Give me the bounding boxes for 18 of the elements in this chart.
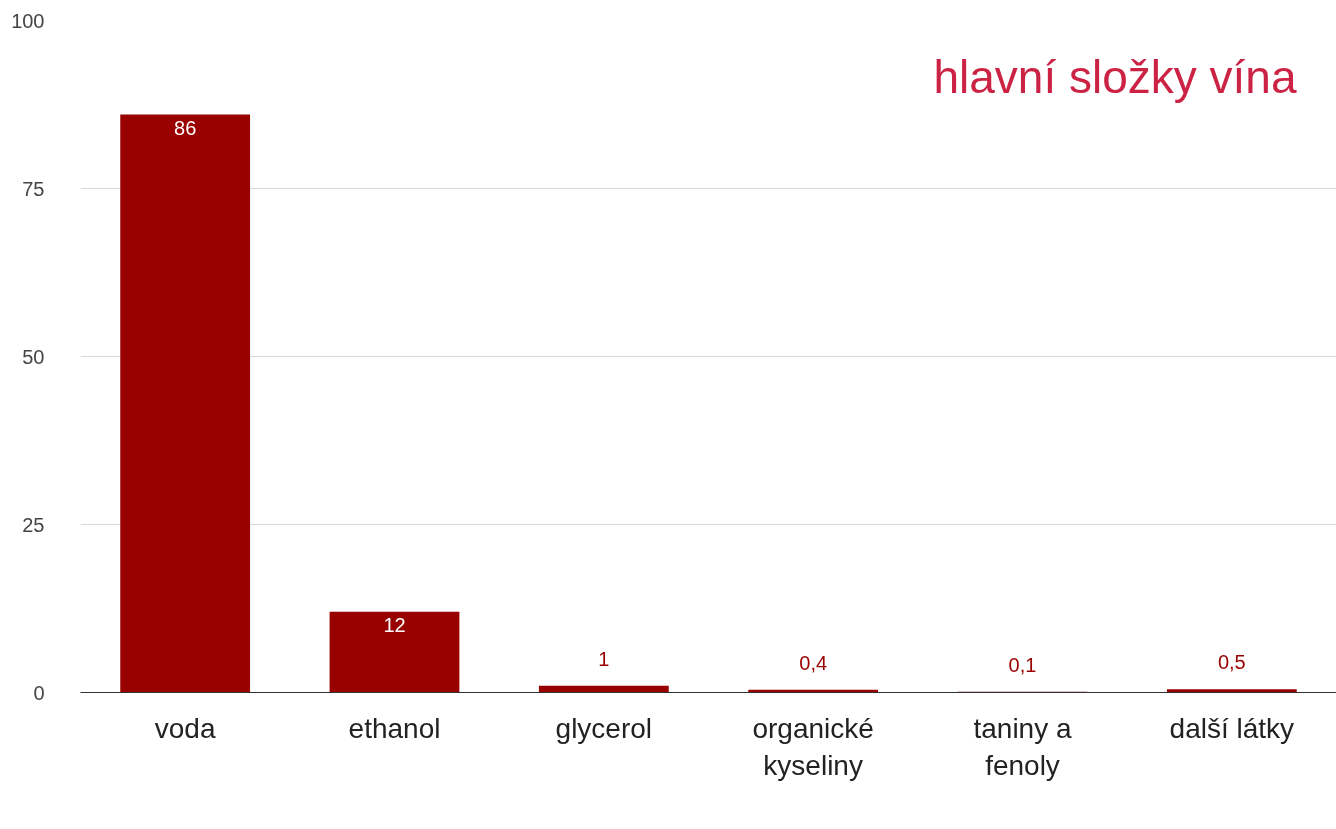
x-tick-label: organické kyseliny [752, 712, 874, 781]
text: hlavní složky vína [933, 50, 1297, 103]
data-label: 1 [598, 647, 610, 670]
y-tick-label: 0 [33, 681, 45, 704]
x-tick-label: glycerol [555, 712, 653, 744]
x-tick-label: ethanol [348, 712, 441, 744]
data-label: 0,1 [1008, 653, 1037, 676]
data-label: 0,4 [799, 651, 828, 674]
y-tick-label: 50 [22, 345, 45, 368]
data-label: 12 [383, 613, 406, 636]
x-tick-label: voda [154, 712, 216, 744]
y-tick-label: 75 [22, 177, 45, 200]
x-tick-label: taniny a fenoly [973, 712, 1072, 781]
data-label: 0,5 [1217, 651, 1246, 674]
y-tick-label: 25 [22, 513, 45, 536]
data-label: 86 [174, 116, 197, 139]
y-tick-label: 100 [11, 9, 45, 32]
x-tick-label: další látky [1169, 712, 1295, 744]
